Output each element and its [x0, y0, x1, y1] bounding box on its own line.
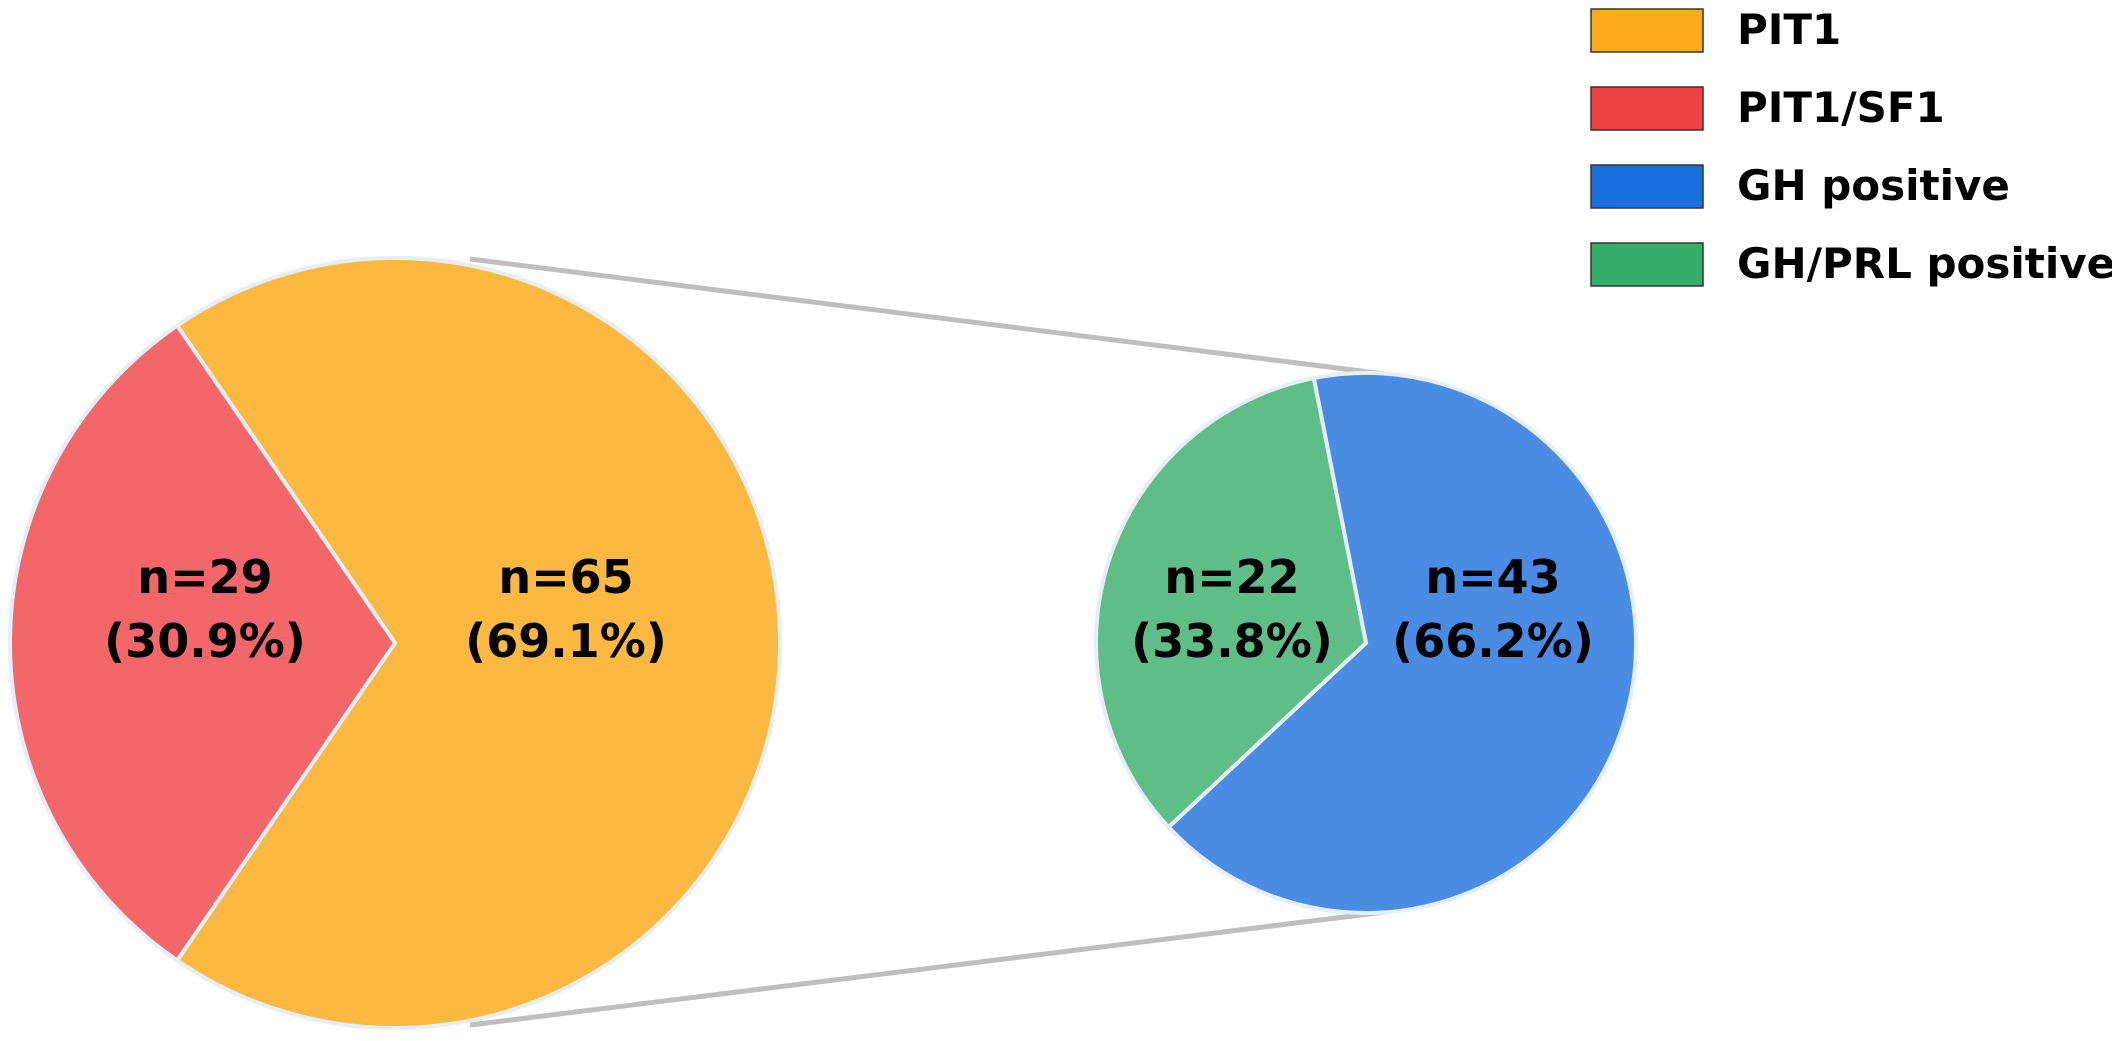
connector-lines	[469, 256, 1386, 1028]
pie-slice-gh-positive	[1165, 371, 1638, 915]
pie-slice-pit1	[174, 256, 782, 1030]
legend: PIT1 PIT1/SF1 GH positive GH/PRL positive	[1590, 5, 2112, 288]
legend-swatch	[1590, 164, 1704, 209]
legend-swatch	[1590, 86, 1704, 131]
legend-label: GH/PRL positive	[1737, 239, 2112, 288]
slice-count-label: n=43	[1425, 550, 1560, 604]
slice-count-label: n=22	[1164, 550, 1299, 604]
legend-swatch	[1590, 8, 1704, 53]
legend-item-pit1: PIT1	[1590, 5, 1841, 54]
legend-item-gh-prl-positive: GH/PRL positive	[1590, 239, 2112, 288]
slice-percent-label: (33.8%)	[1131, 614, 1333, 668]
slice-percent-label: (66.2%)	[1392, 614, 1594, 668]
legend-label: GH positive	[1737, 161, 2010, 210]
legend-label: PIT1	[1737, 5, 1841, 54]
connector-line-bottom	[469, 909, 1386, 1028]
slice-percent-label: (69.1%)	[465, 614, 667, 668]
main-pie: n=65 (69.1%) n=29 (30.9%)	[8, 256, 782, 1030]
legend-label: PIT1/SF1	[1737, 83, 1945, 132]
slice-count-label: n=29	[137, 550, 272, 604]
slice-count-label: n=65	[498, 550, 633, 604]
breakdown-pie: n=43 (66.2%) n=22 (33.8%)	[1094, 371, 1638, 915]
legend-item-pit1-sf1: PIT1/SF1	[1590, 83, 1945, 132]
pie-slice-pit1-sf1	[8, 322, 398, 964]
pie-slice-gh-prl-positive	[1094, 375, 1369, 830]
connector-line-top	[469, 256, 1386, 377]
legend-item-gh-positive: GH positive	[1590, 161, 2010, 210]
slice-percent-label: (30.9%)	[104, 614, 306, 668]
legend-swatch	[1590, 242, 1704, 287]
